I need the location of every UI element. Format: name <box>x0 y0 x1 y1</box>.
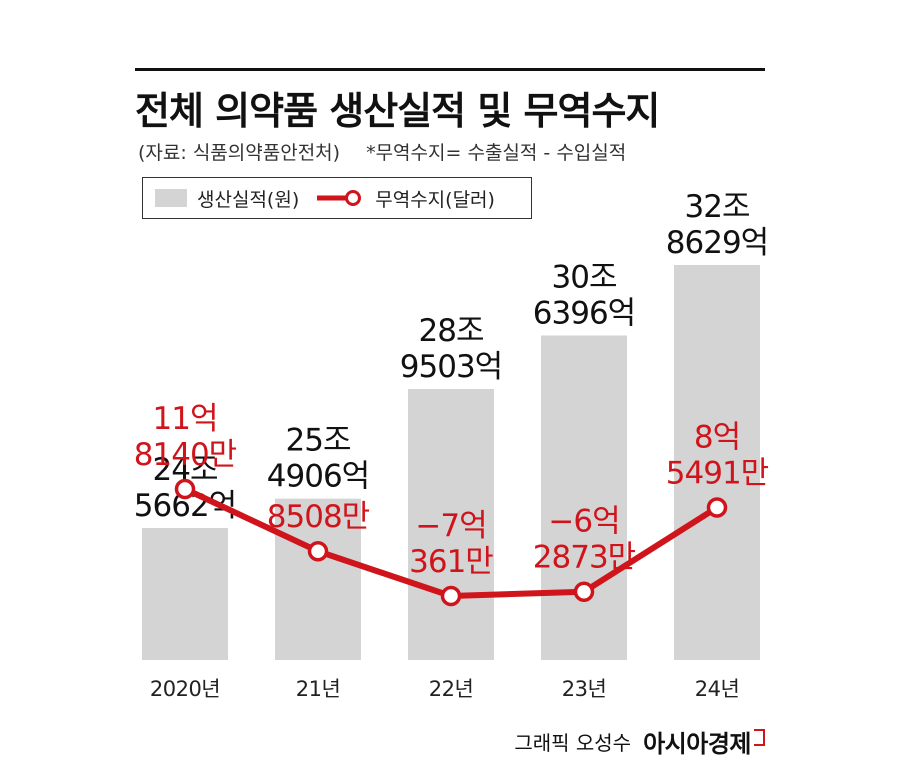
trade-balance-label: 361만 <box>409 544 493 580</box>
credit: 그래픽 오성수 아시아경제 <box>514 724 765 759</box>
publisher-mark-icon <box>754 729 765 746</box>
x-tick-label: 22년 <box>429 677 474 701</box>
trade-balance-label: 5491만 <box>666 456 769 492</box>
trade-balance-label: −7억 <box>415 508 486 544</box>
production-bar-label: 9503억 <box>400 349 502 385</box>
trade-balance-label: −6억 <box>548 504 619 540</box>
trade-balance-point <box>706 497 728 518</box>
chart-subtitle: (자료: 식품의약품안전처) *무역수지= 수출실적 - 수입실적 <box>138 138 626 165</box>
line-legend-swatch <box>317 190 362 206</box>
graphic-byline: 그래픽 오성수 <box>514 731 632 755</box>
x-tick-label: 23년 <box>562 677 607 701</box>
trade-balance-note: *무역수지= 수출실적 - 수입실적 <box>366 142 627 164</box>
trade-balance-point <box>174 478 196 500</box>
trade-balance-point <box>573 581 595 602</box>
production-bar-label: 28조 <box>419 313 484 349</box>
trade-balance-label: 11억 <box>153 401 218 437</box>
trade-balance-label: 8140만 <box>134 437 237 473</box>
x-tick-label: 2020년 <box>150 677 220 701</box>
production-bar <box>541 335 627 660</box>
trade-balance-label: 8508만 <box>267 499 370 535</box>
trade-balance-label: 2873만 <box>533 540 636 576</box>
production-bar <box>674 265 760 660</box>
x-tick-label: 21년 <box>296 677 341 701</box>
production-bar-label: 6396억 <box>533 295 635 331</box>
top-rule <box>135 68 765 71</box>
production-bar <box>408 389 494 660</box>
production-bar-label: 8629억 <box>666 225 768 261</box>
production-bar <box>275 498 361 660</box>
line-legend-label: 무역수지(달러) <box>375 188 495 211</box>
production-bar-label: 32조 <box>685 189 750 225</box>
bar-legend-swatch <box>155 189 187 207</box>
source-note: (자료: 식품의약품안전처) <box>138 142 341 164</box>
production-bar-label: 25조 <box>286 423 351 459</box>
chart-legend: 생산실적(원) 무역수지(달러) <box>142 177 532 219</box>
bar-legend-label: 생산실적(원) <box>197 188 300 211</box>
trade-balance-label: 8억 <box>694 420 740 456</box>
trade-balance-point <box>307 540 329 562</box>
production-bar <box>142 527 228 660</box>
production-bar-label: 4906억 <box>267 459 369 495</box>
chart-title: 전체 의약품 생산실적 및 무역수지 <box>135 89 660 133</box>
trade-balance-point <box>440 585 462 607</box>
publisher-logo: 아시아경제 <box>643 730 751 758</box>
production-bar-label: 30조 <box>552 259 617 295</box>
x-tick-label: 24년 <box>695 677 740 701</box>
